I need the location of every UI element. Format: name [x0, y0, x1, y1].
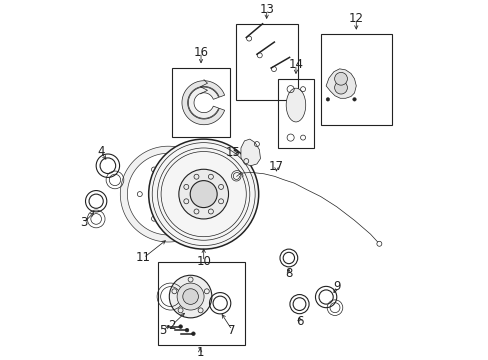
Text: 10: 10: [196, 255, 211, 268]
Polygon shape: [241, 139, 260, 166]
Circle shape: [183, 289, 198, 304]
Circle shape: [179, 325, 182, 328]
Polygon shape: [188, 87, 218, 118]
Text: 7: 7: [228, 324, 235, 337]
Bar: [171, 68, 230, 137]
Circle shape: [148, 139, 258, 249]
Circle shape: [191, 332, 195, 336]
Circle shape: [179, 169, 228, 219]
Text: 14: 14: [288, 58, 303, 71]
Circle shape: [376, 241, 381, 246]
Circle shape: [177, 283, 203, 310]
Text: 15: 15: [225, 146, 240, 159]
Circle shape: [334, 72, 346, 85]
Text: 11: 11: [136, 252, 151, 265]
Text: 5: 5: [159, 324, 166, 337]
Text: 17: 17: [268, 160, 284, 173]
Bar: [278, 79, 313, 148]
Circle shape: [159, 185, 177, 203]
Polygon shape: [120, 146, 209, 242]
Bar: [235, 24, 297, 100]
Circle shape: [325, 98, 329, 101]
Circle shape: [169, 275, 211, 318]
Text: 3: 3: [80, 216, 88, 229]
Text: 2: 2: [168, 319, 175, 332]
Text: 6: 6: [295, 315, 303, 328]
Polygon shape: [325, 69, 356, 98]
Text: 13: 13: [259, 3, 274, 16]
Circle shape: [185, 328, 188, 332]
Ellipse shape: [285, 88, 305, 122]
Bar: [157, 261, 244, 345]
Polygon shape: [182, 81, 224, 125]
Bar: [320, 35, 391, 125]
Text: 16: 16: [193, 46, 208, 59]
Circle shape: [352, 98, 356, 101]
Text: 8: 8: [285, 267, 292, 280]
Text: 9: 9: [332, 280, 340, 293]
Text: 4: 4: [97, 145, 104, 158]
Circle shape: [334, 81, 346, 94]
Text: 1: 1: [196, 346, 203, 359]
Text: 12: 12: [348, 12, 363, 25]
Circle shape: [190, 181, 217, 208]
